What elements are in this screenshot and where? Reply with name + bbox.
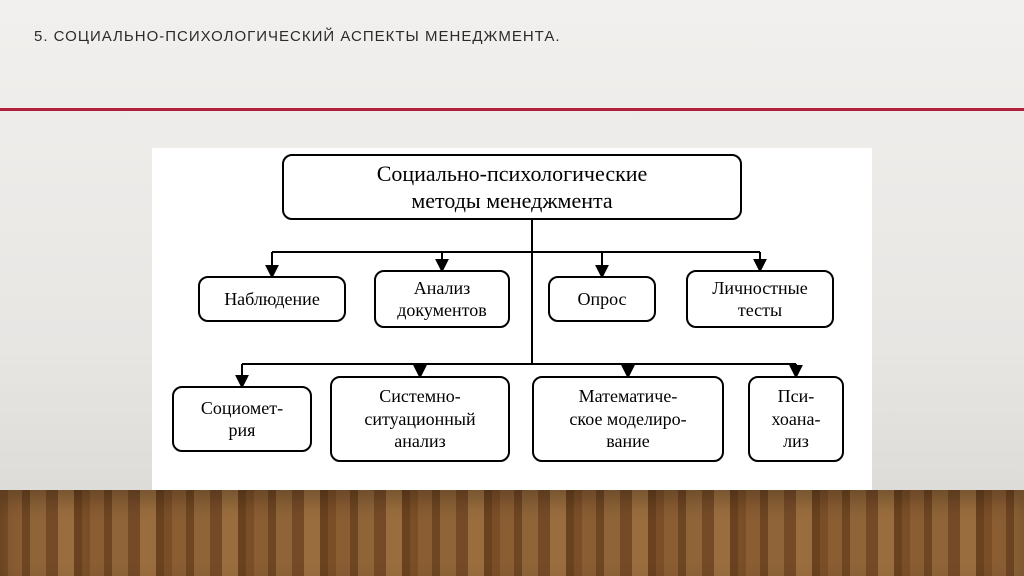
node-n4: Личностныетесты — [686, 270, 834, 328]
slide: 5. СОЦИАЛЬНО-ПСИХОЛОГИЧЕСКИЙ АСПЕКТЫ МЕН… — [0, 0, 1024, 576]
divider-rule — [0, 108, 1024, 111]
node-root: Социально-психологическиеметоды менеджме… — [282, 154, 742, 220]
node-n1: Наблюдение — [198, 276, 346, 322]
diagram-canvas: Социально-психологическиеметоды менеджме… — [152, 148, 872, 508]
node-m2: Системно-ситуационныйанализ — [330, 376, 510, 462]
node-n3: Опрос — [548, 276, 656, 322]
node-m3: Математиче-ское моделиро-вание — [532, 376, 724, 462]
wood-floor — [0, 490, 1024, 576]
slide-title: 5. СОЦИАЛЬНО-ПСИХОЛОГИЧЕСКИЙ АСПЕКТЫ МЕН… — [34, 28, 561, 45]
node-m4: Пси-хоана-лиз — [748, 376, 844, 462]
node-n2: Анализдокументов — [374, 270, 510, 328]
node-m1: Социомет-рия — [172, 386, 312, 452]
